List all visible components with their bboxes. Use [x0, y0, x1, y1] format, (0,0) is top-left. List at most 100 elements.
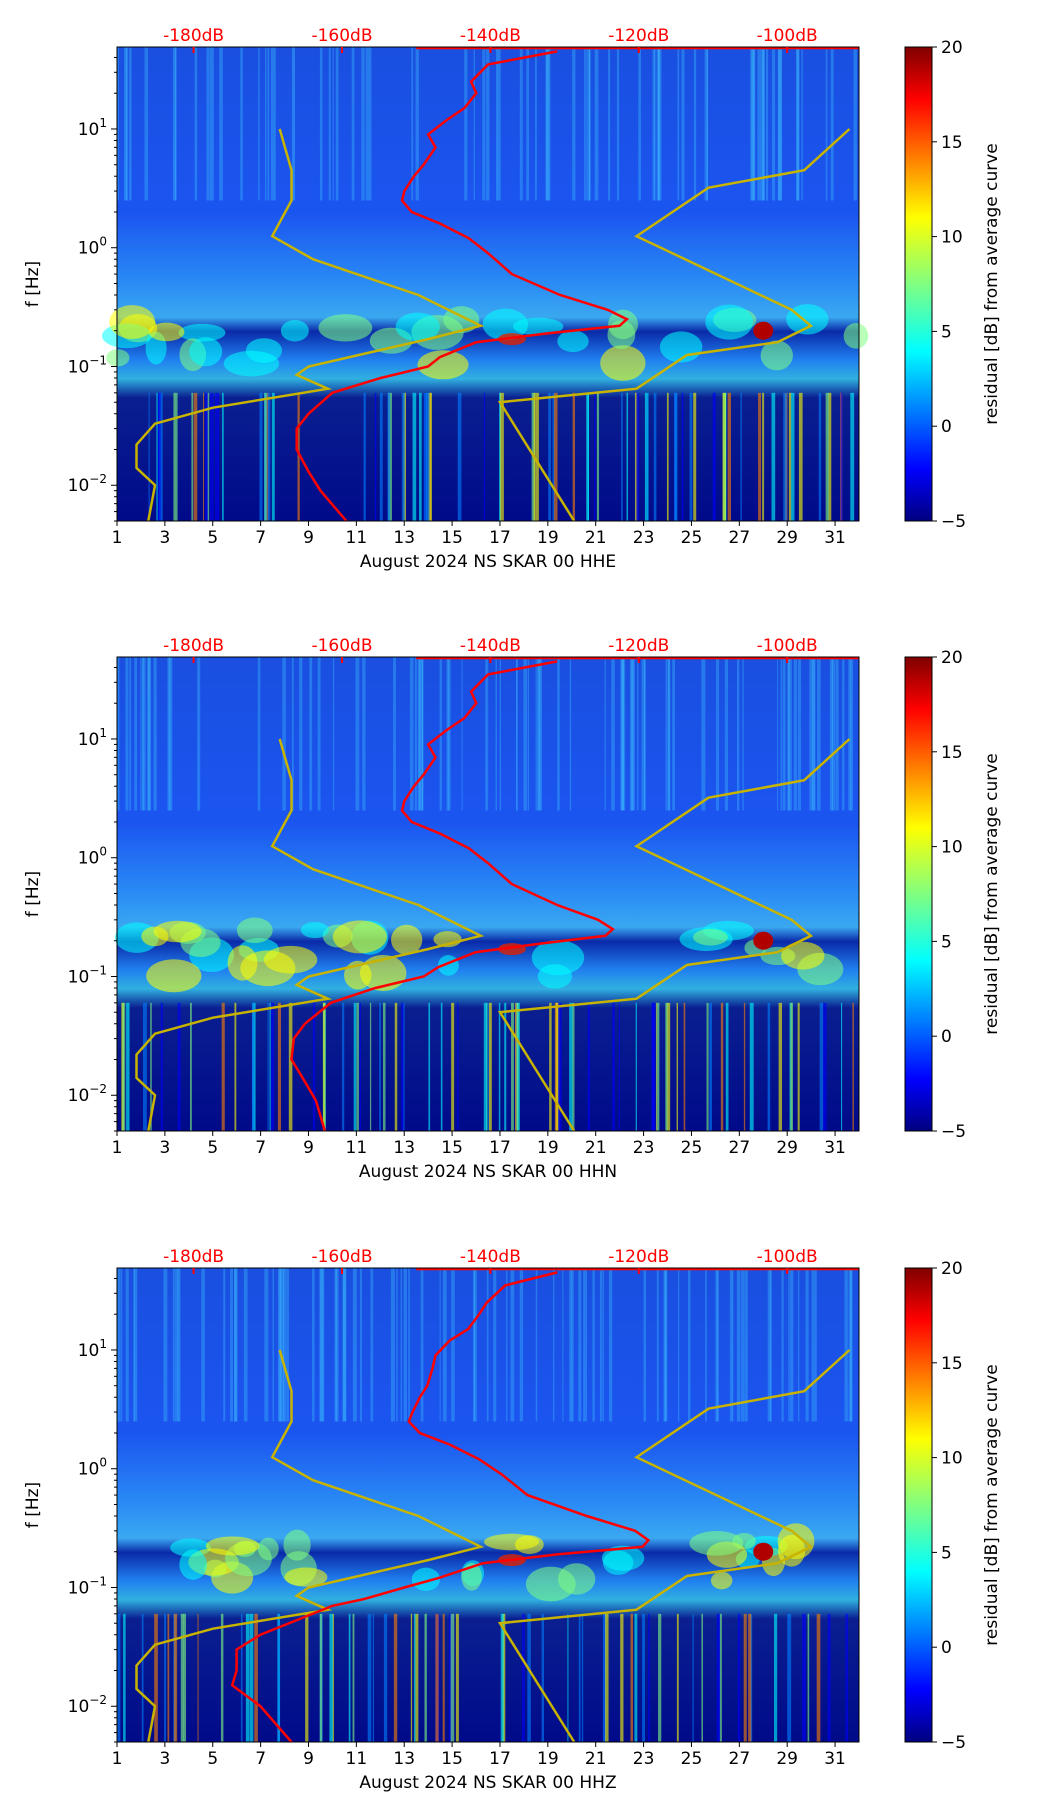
streak: [716, 657, 720, 811]
streak: [124, 47, 128, 201]
streak: [663, 1268, 668, 1422]
streak: [220, 1613, 224, 1742]
y-tick-base: 10: [78, 849, 100, 869]
y-tick-base: 10: [68, 967, 90, 987]
streak: [630, 657, 634, 811]
streak: [370, 1268, 374, 1422]
x-axis-label: August 2024 NS SKAR 00 HHN: [359, 1162, 617, 1182]
streak: [557, 657, 560, 811]
top-tick-label: -160dB: [311, 636, 372, 656]
streak: [267, 1002, 269, 1131]
streak: [687, 1268, 691, 1422]
x-tick-label: 21: [585, 1138, 607, 1158]
streak: [425, 392, 430, 521]
streak: [814, 1268, 817, 1422]
x-tick-label: 11: [346, 1749, 368, 1769]
streak: [473, 47, 475, 201]
streak: [128, 47, 132, 201]
streak: [299, 657, 303, 811]
streak: [729, 1268, 733, 1422]
x-tick-label: 17: [489, 1749, 511, 1769]
hotspot: [753, 1542, 774, 1561]
colorbar-tick-label: 15: [941, 1354, 963, 1374]
streak: [351, 47, 355, 201]
streak: [156, 392, 158, 521]
streak: [602, 1613, 606, 1742]
streak: [293, 47, 296, 201]
streak: [319, 1613, 323, 1742]
streak: [852, 1002, 854, 1131]
x-tick-label: 13: [393, 1138, 415, 1158]
blob: [525, 1566, 576, 1602]
blob: [515, 1535, 544, 1554]
blob: [332, 920, 387, 954]
streak: [850, 1268, 853, 1422]
streak: [827, 1613, 831, 1742]
streak: [681, 392, 684, 521]
streak: [704, 47, 709, 201]
colorbar-tick-label: 0: [941, 1638, 952, 1658]
streak: [495, 657, 497, 811]
y-tick-exponent: −2: [89, 1082, 107, 1096]
y-tick-base: 10: [78, 1460, 100, 1480]
streak: [164, 1613, 167, 1742]
blob: [600, 345, 646, 381]
streak: [383, 1613, 388, 1742]
streak: [282, 1268, 287, 1422]
streak: [394, 1002, 398, 1131]
average-psd-line: [290, 660, 615, 1132]
x-tick-label: 13: [393, 528, 415, 548]
streak: [527, 1613, 531, 1742]
streak: [521, 1613, 525, 1742]
x-tick-label: 9: [303, 528, 314, 548]
x-axis-label: August 2024 NS SKAR 00 HHZ: [359, 1773, 616, 1793]
streak: [634, 1613, 638, 1742]
streak: [562, 1268, 564, 1422]
streak: [379, 1002, 381, 1131]
streak: [762, 392, 765, 521]
streak: [125, 47, 128, 201]
top-tick-label: -160dB: [311, 1247, 372, 1267]
streak: [206, 47, 210, 201]
streak: [683, 1002, 686, 1131]
streak: [788, 1268, 790, 1422]
streak: [277, 1002, 281, 1131]
streak: [736, 657, 740, 811]
streak: [390, 1268, 395, 1422]
streak: [282, 657, 286, 811]
top-tick-label: -140dB: [460, 26, 521, 46]
streak: [487, 1002, 489, 1131]
blob: [300, 921, 329, 939]
streak: [604, 657, 606, 811]
streak: [567, 1613, 569, 1742]
streak: [608, 47, 611, 201]
spectrogram-streaks: [117, 1268, 853, 1742]
streak: [332, 47, 334, 201]
x-tick-label: 23: [633, 528, 655, 548]
streak: [482, 47, 486, 201]
streak: [418, 657, 423, 811]
blob: [781, 941, 825, 970]
streak: [788, 657, 792, 811]
streak: [269, 1002, 271, 1131]
streak: [765, 47, 769, 201]
streak: [548, 47, 551, 201]
streak: [499, 392, 501, 521]
blob: [417, 350, 469, 380]
streak: [320, 1268, 324, 1422]
blob: [179, 1549, 207, 1580]
streak: [523, 657, 528, 811]
top-tick-label: -180dB: [163, 26, 224, 46]
streak: [545, 47, 550, 201]
streak: [286, 1268, 289, 1422]
streak: [291, 657, 294, 811]
streak: [204, 392, 209, 521]
streak: [656, 1002, 660, 1131]
y-tick-exponent: −1: [89, 1574, 107, 1588]
streak: [191, 392, 194, 521]
streak: [178, 1268, 181, 1422]
streak: [265, 47, 267, 201]
streak: [749, 1002, 754, 1131]
streak: [403, 1268, 407, 1422]
streak: [456, 1002, 459, 1131]
